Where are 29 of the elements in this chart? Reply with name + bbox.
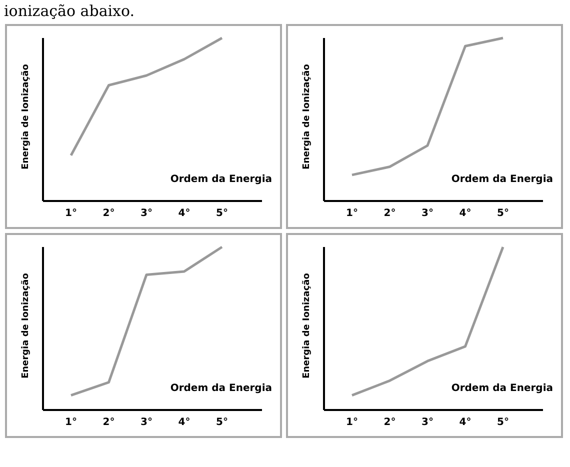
x-tick-label: 3°	[140, 417, 152, 428]
x-tick-label: 5°	[216, 417, 228, 428]
x-axis-title: Ordem da Energia	[451, 174, 553, 185]
x-tick-label: 4°	[178, 417, 190, 428]
y-axis-title: Energia de Ionização	[21, 273, 32, 378]
x-tick-label: 1°	[346, 208, 358, 220]
x-tick-label: 5°	[497, 208, 509, 220]
x-axis-title: Ordem da Energia	[170, 383, 272, 394]
x-tick-label: 4°	[178, 208, 190, 220]
x-tick-label: 3°	[422, 417, 434, 428]
x-axis-title: Ordem da Energia	[170, 174, 272, 185]
x-tick-label: 5°	[216, 208, 228, 220]
x-tick-label: 2°	[384, 208, 396, 220]
y-axis-title: Energia de Ionização	[302, 64, 312, 170]
x-axis-title: Ordem da Energia	[451, 383, 553, 394]
x-tick-label: 2°	[384, 417, 396, 428]
chart-title: ionização abaixo.	[3, 1, 136, 22]
x-tick-label: 1°	[346, 417, 358, 428]
x-tick-label: 3°	[140, 208, 152, 220]
x-tick-label: 3°	[422, 208, 434, 220]
x-tick-label: 5°	[497, 417, 509, 428]
x-tick-label: 2°	[102, 417, 115, 428]
x-tick-label: 1°	[65, 208, 77, 220]
x-tick-label: 2°	[102, 208, 115, 220]
y-axis-title: Energia de Ionização	[21, 64, 32, 170]
x-tick-label: 4°	[459, 208, 472, 220]
x-tick-label: 4°	[459, 417, 472, 428]
y-axis-title: Energia de Ionização	[302, 273, 312, 378]
x-tick-label: 1°	[65, 417, 77, 428]
